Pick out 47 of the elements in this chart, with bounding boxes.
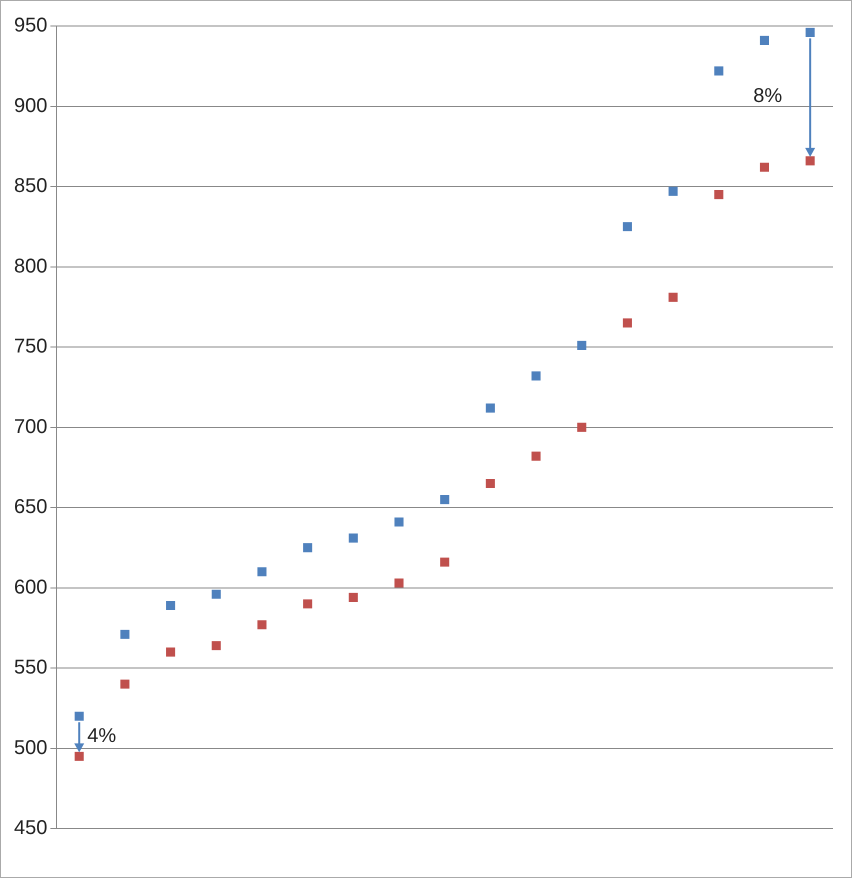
point [212, 641, 221, 650]
point [760, 36, 770, 45]
y-tick-label: 750 [14, 336, 48, 358]
point [166, 647, 176, 657]
point [806, 156, 815, 166]
annotation: 4% [87, 724, 116, 747]
y-tick-label: 900 [14, 94, 48, 117]
point [257, 620, 266, 630]
y-tick-label: 850 [14, 175, 48, 198]
point [714, 66, 724, 76]
point [348, 592, 358, 602]
point [486, 478, 495, 488]
point [303, 543, 312, 552]
y-tick-label: 550 [14, 656, 48, 679]
point [394, 578, 404, 588]
y-tick-label: 650 [14, 496, 48, 518]
point [348, 534, 358, 543]
point [166, 600, 176, 610]
point [394, 517, 404, 527]
y-tick-label: 950 [14, 14, 48, 37]
point [120, 680, 130, 689]
point [440, 495, 450, 504]
point [668, 292, 678, 302]
point [440, 558, 450, 567]
point [577, 340, 586, 350]
point [622, 222, 632, 232]
point [622, 318, 632, 328]
y-tick-label: 800 [14, 255, 48, 278]
point [74, 712, 84, 721]
point [212, 590, 221, 599]
point [303, 599, 312, 608]
point [577, 422, 586, 432]
point [486, 404, 495, 413]
point [257, 567, 266, 576]
y-tick-label: 450 [14, 817, 48, 840]
point [120, 630, 130, 639]
y-tick-label: 700 [14, 416, 48, 438]
point [668, 186, 678, 196]
point [760, 162, 770, 172]
point [532, 371, 541, 380]
point [532, 452, 541, 461]
y-tick-label: 600 [14, 576, 48, 598]
point [714, 190, 724, 200]
annotation: 8% [753, 85, 782, 108]
point [74, 752, 84, 761]
y-tick-label: 500 [14, 736, 48, 759]
point [806, 28, 815, 37]
